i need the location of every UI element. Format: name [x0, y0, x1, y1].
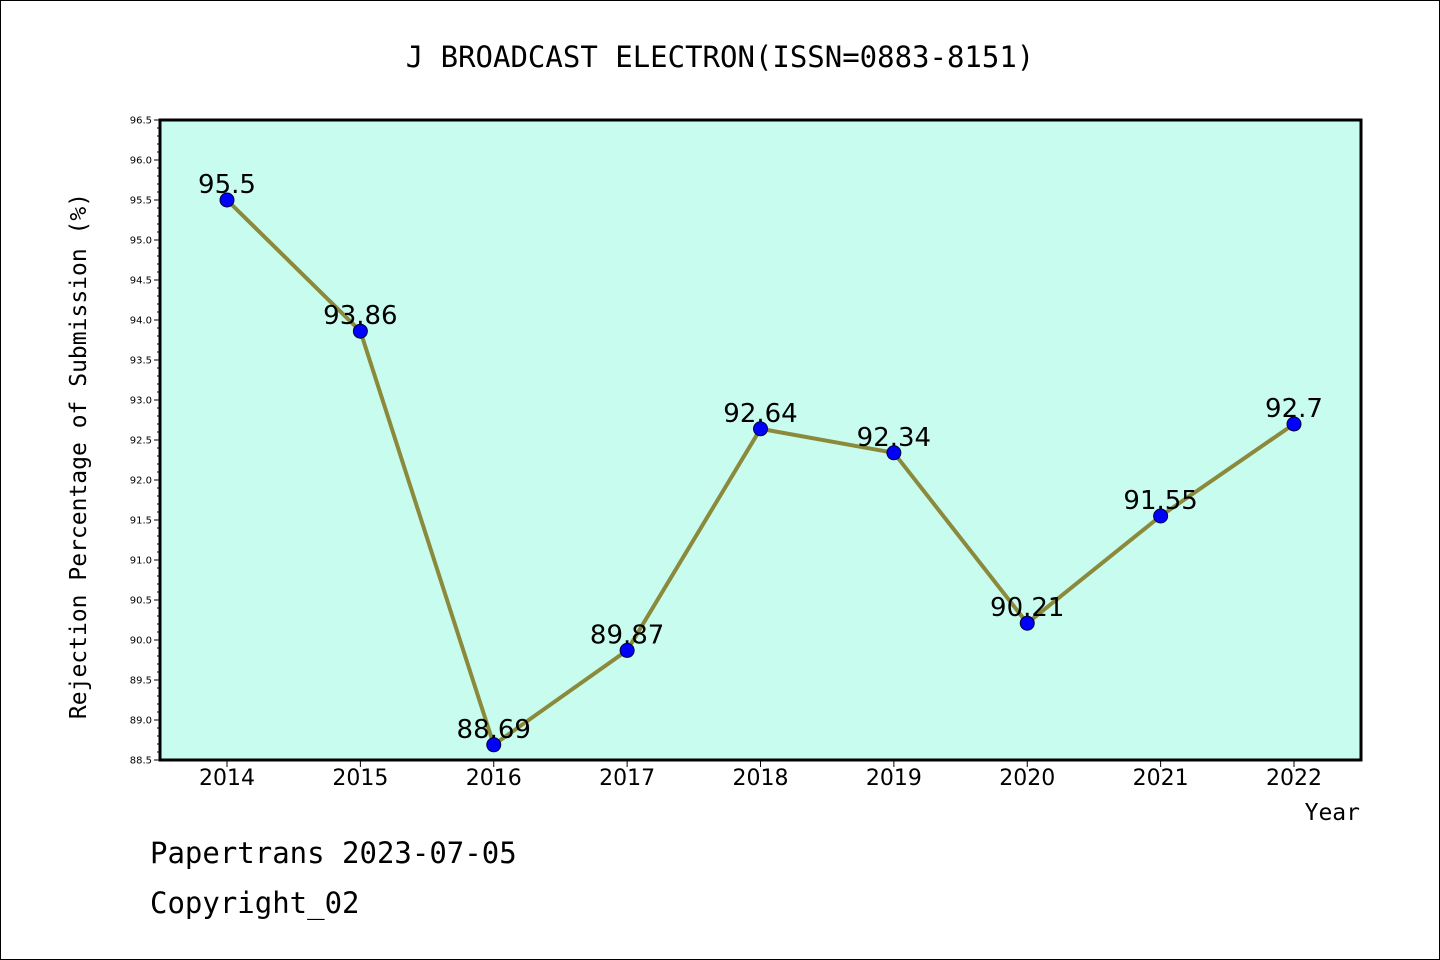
x-tick-label-2020: 2020 [999, 766, 1055, 791]
y-tick-label-90.0: 90.0 [130, 636, 152, 647]
x-tick-label-2017: 2017 [599, 766, 655, 791]
y-tick-label-93.0: 93.0 [130, 396, 152, 407]
y-tick-label-91.5: 91.5 [130, 516, 152, 527]
y-tick-label-95.0: 95.0 [130, 236, 152, 247]
y-axis-ticks: 88.5 89.0 89.5 90.0 90.5 91.0 91.5 92.0 92.5 93.0… [130, 116, 160, 767]
plot-area [160, 120, 1361, 760]
series-layer [219, 192, 1302, 753]
data-label-2014: 95.5 [198, 170, 256, 200]
y-tick-label-89.0: 89.0 [130, 716, 152, 727]
data-label-2020: 90.21 [990, 593, 1064, 623]
y-tick-label-96.5: 96.5 [130, 116, 152, 127]
y-tick-label-94.5: 94.5 [130, 276, 152, 287]
data-point-2014 [219, 192, 235, 208]
x-tick-label-2019: 2019 [866, 766, 922, 791]
x-tick-label-2015: 2015 [332, 766, 388, 791]
data-label-2015: 93.86 [323, 301, 397, 331]
data-point-2015 [352, 323, 368, 339]
y-tick-label-92.5: 92.5 [130, 436, 152, 447]
x-axis-label: Year [1305, 800, 1360, 826]
y-tick-label-91.0: 91.0 [130, 556, 152, 567]
x-tick-label-2021: 2021 [1133, 766, 1189, 791]
data-label-2022: 92.7 [1265, 394, 1323, 424]
plot-border [158, 118, 1363, 762]
y-tick-label-95.5: 95.5 [130, 196, 152, 207]
x-tick-label-2014: 2014 [199, 766, 255, 791]
data-label-2021: 91.55 [1123, 486, 1197, 516]
y-tick-label-90.5: 90.5 [130, 596, 152, 607]
x-tick-label-2016: 2016 [466, 766, 522, 791]
data-point-2022 [1286, 416, 1302, 432]
y-tick-label-89.5: 89.5 [130, 676, 152, 687]
data-point-2016 [486, 737, 502, 753]
y-tick-label-88.5: 88.5 [130, 756, 152, 767]
data-label-2017: 89.87 [590, 620, 664, 650]
chart-title: J BROADCAST ELECTRON(ISSN=0883-8151) [406, 40, 1035, 74]
footer-copyright-text: Copyright_02 [150, 886, 360, 920]
footer-date-text: Papertrans 2023-07-05 [150, 836, 517, 870]
data-label-2018: 92.64 [723, 399, 797, 429]
data-labels: 95.5 93.86 88.69 89.87 92.64 92.34 90.21 91.55 9… [198, 170, 1323, 745]
data-point-2021 [1153, 508, 1169, 524]
x-axis-ticks: 2014 2015 2016 2017 2018 2019 2020 2021 2022 [199, 760, 1322, 791]
data-label-2019: 92.34 [857, 423, 931, 453]
y-tick-label-93.5: 93.5 [130, 356, 152, 367]
data-point-2017 [619, 642, 635, 658]
y-tick-label-94.0: 94.0 [130, 316, 152, 327]
y-axis-label: Rejection Percentage of Submission (%) [66, 193, 92, 719]
data-label-2016: 88.69 [457, 715, 531, 745]
data-point-2018 [753, 421, 768, 437]
y-tick-label-96.0: 96.0 [130, 156, 152, 167]
data-point-2019 [886, 445, 902, 461]
y-tick-label-92.0: 92.0 [130, 476, 152, 487]
data-point-2020 [1019, 615, 1035, 631]
x-tick-label-2018: 2018 [733, 766, 789, 791]
x-tick-label-2022: 2022 [1266, 766, 1322, 791]
